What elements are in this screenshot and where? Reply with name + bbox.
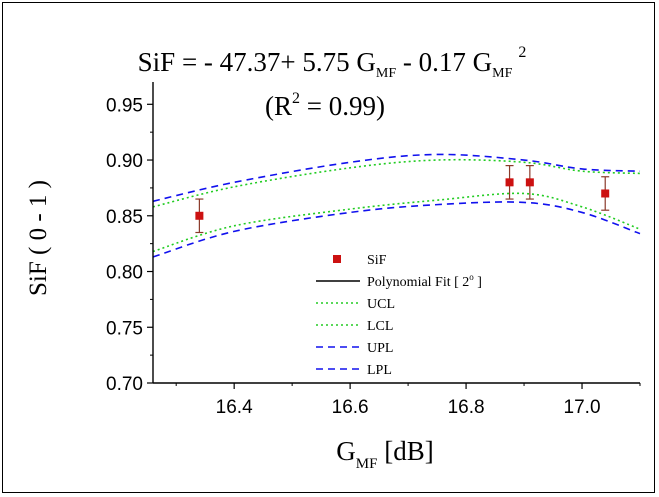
legend-item: LPL: [316, 363, 392, 378]
x-label-unit: [dB]: [377, 436, 433, 466]
subtitle-post: = 0.99): [300, 91, 385, 121]
upl-curve: [152, 153, 641, 203]
data-point: [601, 176, 610, 211]
y-tick-label: 0.85: [106, 207, 143, 228]
ucl-curve: [152, 158, 641, 208]
chart-title: SiF = - 47.37+ 5.75 GMF - 0.17 GMF2: [138, 44, 527, 81]
legend-label: UPL: [367, 341, 393, 356]
legend-label: LCL: [367, 319, 393, 334]
y-tick-label: 0.90: [106, 151, 143, 172]
y-axis-label: SiF ( 0 - 1 ): [25, 180, 52, 296]
legend: SiF Polynomial Fit [ 2o ] UCL LCL UPL LPL: [316, 253, 482, 378]
title-lhs: SiF: [138, 47, 176, 77]
chart-frame: [2, 2, 655, 493]
legend-marker: [333, 255, 341, 263]
x-axis-label: GMF [dB]: [336, 436, 433, 472]
legend-item: UCL: [316, 297, 395, 312]
legend-label-text: UPL: [367, 341, 393, 356]
x-tick-label: 16.8: [448, 397, 485, 418]
data-point: [195, 198, 204, 234]
chart-subtitle: (R2 = 0.99): [265, 90, 385, 121]
lpl-curve: [152, 201, 641, 258]
legend-label-text: SiF: [367, 253, 387, 268]
confidence-bands: [152, 153, 641, 258]
legend-item: Polynomial Fit [ 2o ]: [316, 272, 482, 290]
legend-label-tail: ]: [474, 275, 482, 290]
point-marker: [195, 211, 204, 220]
title-sub1: MF: [376, 66, 396, 81]
legend-label-text: LPL: [367, 363, 392, 378]
axes: 0.70 0.75 0.80 0.85 0.90 0.95 16.4 16.6 16.8 17.0: [106, 82, 641, 418]
legend-item: LCL: [316, 319, 393, 334]
y-tick-label: 0.75: [106, 318, 143, 339]
x-tick-label: 17.0: [564, 397, 601, 418]
title-sup: 2: [518, 44, 526, 61]
point-marker: [525, 178, 534, 187]
legend-label: SiF: [367, 253, 387, 268]
subtitle-pre: (R: [265, 91, 292, 121]
point-marker: [505, 178, 514, 187]
legend-label-sup: o: [469, 272, 474, 282]
title-mid: - 0.17 G: [396, 47, 492, 77]
data-points: [195, 165, 610, 234]
legend-label-text: UCL: [367, 297, 395, 312]
y-tick-label: 0.80: [106, 263, 143, 284]
legend-label-text: Polynomial Fit [ 2: [367, 275, 469, 290]
legend-label: LPL: [367, 363, 392, 378]
y-tick-label: 0.70: [106, 374, 143, 395]
subtitle-sup: 2: [292, 90, 300, 107]
legend-label: Polynomial Fit [ 2o ]: [367, 272, 482, 290]
legend-item: SiF: [333, 253, 387, 268]
x-label-main: G: [336, 436, 356, 466]
point-marker: [601, 189, 610, 198]
lcl-curve: [152, 192, 641, 253]
legend-label: UCL: [367, 297, 395, 312]
legend-item: UPL: [316, 341, 393, 356]
title-eq: = - 47.37+ 5.75 G: [175, 47, 376, 77]
data-point: [525, 165, 534, 200]
title-sub2: MF: [492, 66, 512, 81]
legend-label-text: LCL: [367, 319, 393, 334]
x-tick-label: 16.6: [332, 397, 369, 418]
data-point: [505, 165, 514, 200]
x-tick-label: 16.4: [216, 397, 253, 418]
y-tick-label: 0.95: [106, 95, 143, 116]
x-label-sub: MF: [356, 456, 378, 472]
